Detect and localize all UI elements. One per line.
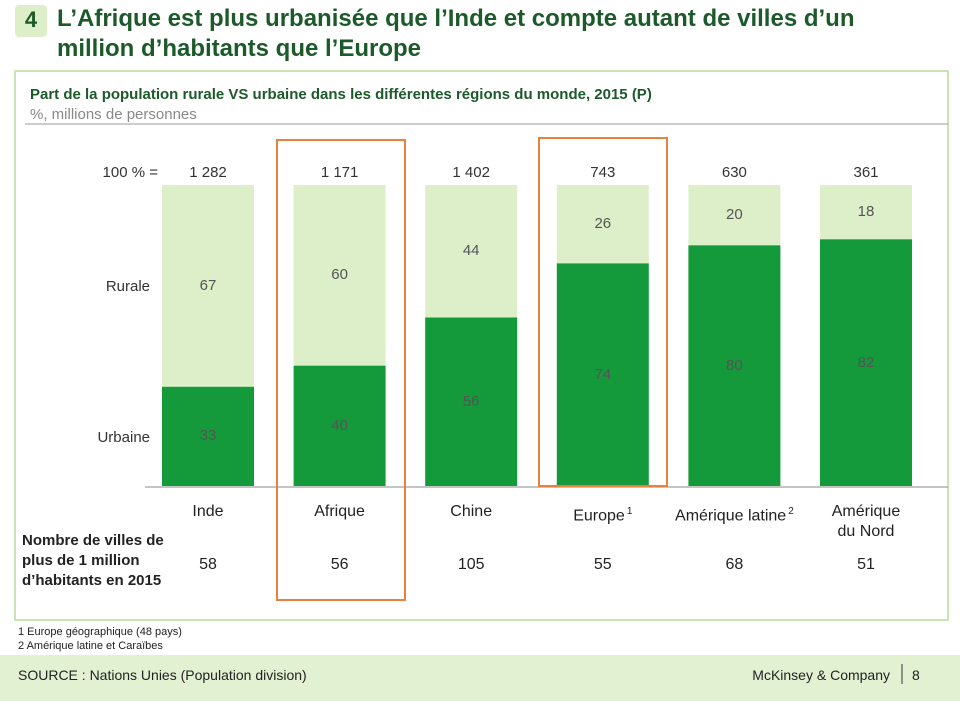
bar-segment	[820, 185, 912, 240]
category-label: Afrique	[275, 502, 405, 522]
city-count: 58	[199, 556, 217, 573]
category-label: Amérique latine 2	[669, 502, 799, 526]
footnote: 2 Amérique latine et Caraïbes	[18, 640, 163, 652]
series-label: Rurale	[105, 278, 150, 295]
total-value: 361	[853, 164, 879, 181]
highlight-box	[538, 137, 668, 487]
series-label: Urbaine	[97, 429, 150, 446]
city-count: 105	[457, 556, 485, 573]
category-label: Chine	[406, 502, 536, 522]
number-badge	[15, 5, 47, 37]
bar-segment	[556, 263, 649, 486]
category-label: Amérique du Nord	[801, 502, 931, 542]
value-label: 33	[199, 427, 217, 445]
total-value: 1 282	[189, 164, 227, 181]
value-label: 67	[199, 276, 217, 294]
value-label: 40	[331, 416, 348, 434]
frame	[14, 70, 949, 621]
chart-subtitle: %, millions de personnes	[30, 106, 197, 123]
value-label: 74	[594, 365, 612, 383]
total-value: 1 402	[452, 164, 490, 181]
value-label: 26	[594, 215, 612, 233]
value-label: 44	[462, 242, 480, 260]
category-label: Europe 1	[538, 502, 668, 526]
bar-segment	[425, 185, 518, 318]
city-count: 51	[857, 556, 875, 573]
total-value: 743	[590, 164, 616, 181]
category-name: Amérique latine	[675, 507, 787, 525]
bar-segment	[688, 245, 781, 486]
total-value: 1 171	[320, 164, 359, 181]
category-label: Inde	[143, 502, 273, 522]
bar-segment	[293, 365, 386, 486]
category-name: Amérique du Nord	[831, 503, 901, 540]
value-label: 60	[331, 266, 348, 284]
city-count: 55	[593, 556, 612, 573]
value-label: 82	[857, 353, 875, 371]
city-count: 56	[330, 556, 349, 573]
slide-title: L’Afrique est plus urbanisée que l’Inde …	[57, 5, 855, 62]
bar-segment	[293, 185, 386, 366]
city-count: 68	[725, 556, 744, 573]
bar-segment	[162, 386, 254, 486]
category-name: Inde	[192, 503, 224, 520]
bar-segment	[556, 185, 649, 264]
category-note: 2	[788, 506, 794, 517]
bar-segment	[820, 239, 912, 486]
bar-segment	[425, 317, 518, 486]
bar-segment	[162, 185, 254, 387]
value-label: 56	[462, 392, 480, 410]
category-note: 1	[626, 506, 633, 517]
value-label: 18	[857, 203, 875, 221]
category-name: Chine	[450, 503, 493, 520]
highlight-box	[276, 139, 406, 601]
value-label: 80	[726, 356, 743, 374]
category-name: Europe	[573, 507, 625, 525]
page-number: 8	[912, 667, 920, 683]
footer-band	[0, 655, 960, 701]
slide-number: 4	[24, 7, 38, 32]
source: SOURCE : Nations Unies (Population divis…	[18, 667, 307, 683]
brand: McKinsey & Company	[752, 667, 890, 683]
footnote: 1 Europe géographique (48 pays)	[18, 626, 182, 638]
cities-label: Nombre de villes de plus de 1 million d’…	[22, 532, 164, 589]
bar-segment	[688, 185, 781, 246]
value-label: 20	[726, 206, 743, 224]
total-value: 630	[721, 164, 747, 181]
total-label: 100 % =	[102, 164, 158, 181]
category-name: Afrique	[314, 503, 365, 520]
chart-title: Part de la population rurale VS urbaine …	[30, 86, 652, 103]
